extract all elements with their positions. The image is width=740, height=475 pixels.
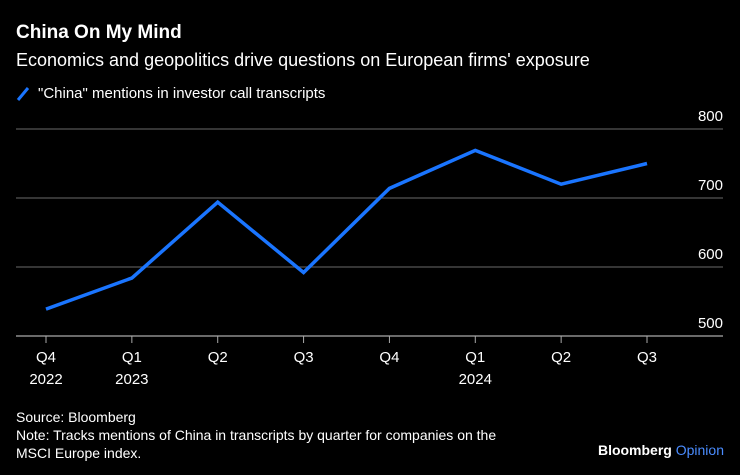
line-chart: 500 600 700 800 Q4 2022 Q1 2023 Q2 Q3 Q4 Q1 2024 Q2 Q3	[16, 108, 723, 388]
x-tick-label: Q3	[637, 349, 657, 366]
x-tick-label: Q4	[379, 349, 399, 366]
x-tick-label: Q3	[294, 349, 314, 366]
x-tick-label: Q2	[551, 349, 571, 366]
x-tick-label: Q1	[122, 349, 142, 366]
chart-subtitle: Economics and geopolitics drive question…	[16, 50, 590, 70]
note-line-2: MSCI Europe index.	[16, 445, 142, 461]
x-tick-label: Q4	[36, 349, 56, 366]
legend-label: "China" mentions in investor call transc…	[38, 85, 326, 102]
legend-line-icon	[16, 86, 30, 101]
source: Source: Bloomberg	[16, 409, 136, 425]
x-tick-label: 2023	[115, 371, 148, 388]
y-tick-label: 800	[698, 108, 723, 125]
x-tick-label: Q2	[208, 349, 228, 366]
y-tick-label: 600	[698, 246, 723, 263]
series-line	[45, 148, 648, 311]
legend: "China" mentions in investor call transc…	[16, 85, 325, 102]
chart-title: China On My Mind	[16, 22, 182, 43]
x-tick-label: 2024	[459, 371, 492, 388]
y-tick-label: 500	[698, 315, 723, 332]
note-line-1: Note: Tracks mentions of China in transc…	[16, 427, 497, 443]
footnote: Source: Bloomberg Note: Tracks mentions …	[16, 408, 496, 462]
x-tick-label: 2022	[29, 371, 62, 388]
y-tick-label: 700	[698, 177, 723, 194]
brand-logo: Bloomberg Opinion	[597, 442, 724, 458]
x-tick-label: Q1	[465, 349, 485, 366]
